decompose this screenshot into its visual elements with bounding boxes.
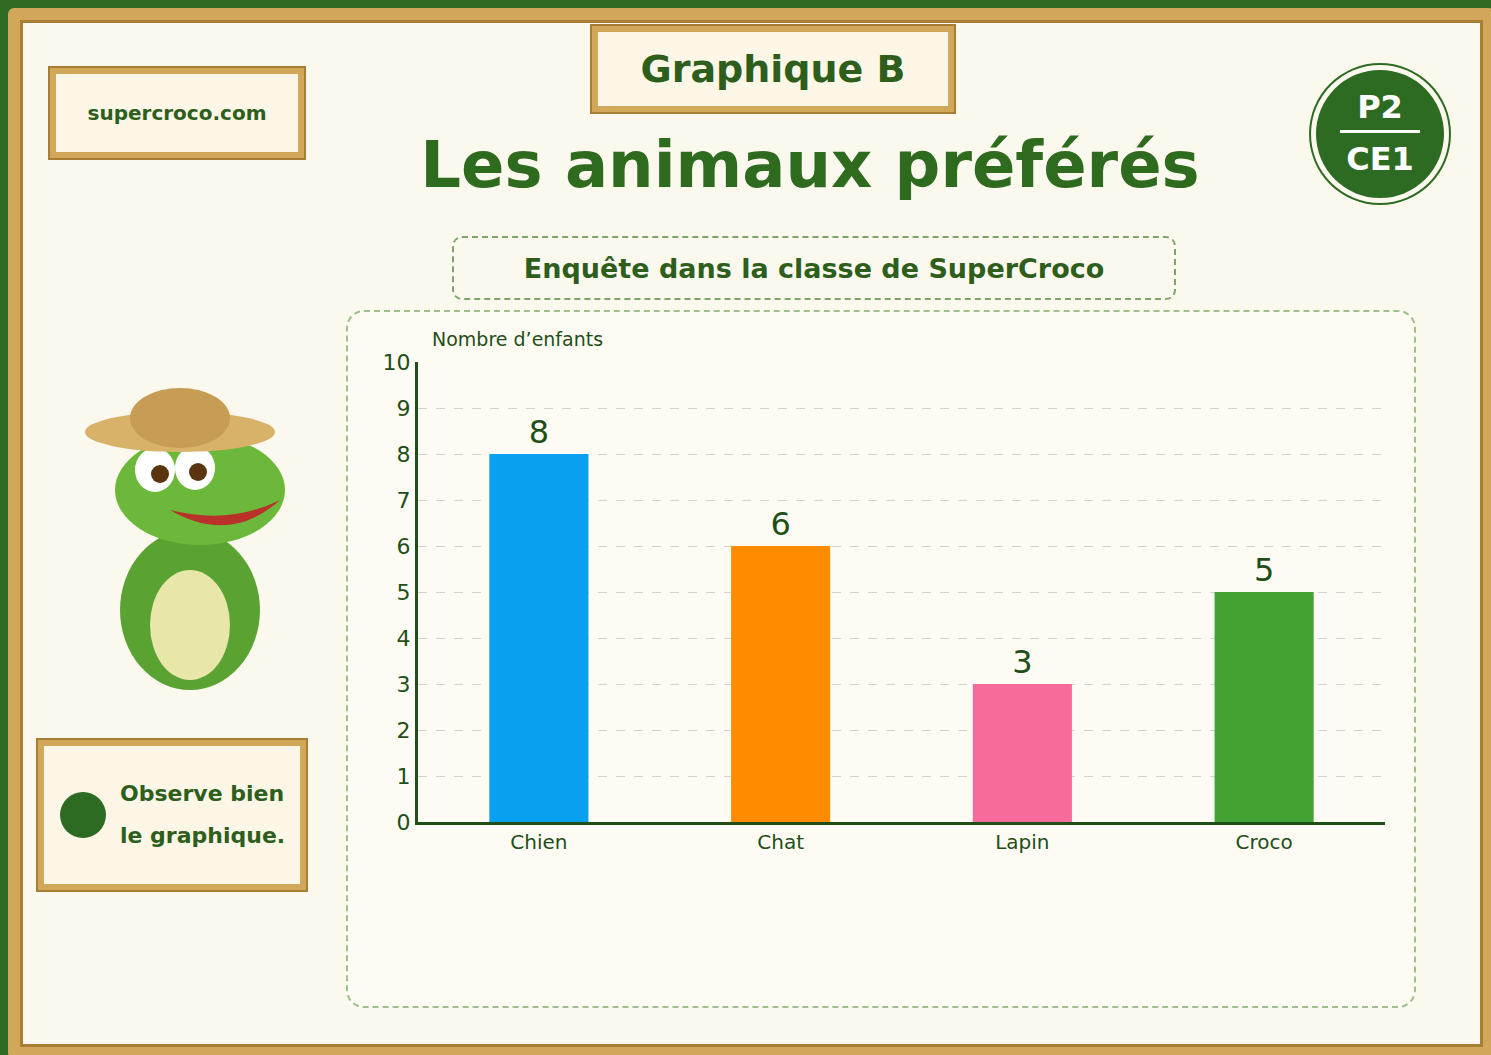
svg-text:1: 1 bbox=[397, 764, 411, 789]
svg-text:3: 3 bbox=[1012, 643, 1032, 681]
html-text:Enquête dans la classe de Supe: Enquête dans la classe de SuperCroco bbox=[523, 252, 1105, 284]
svg-text:2: 2 bbox=[397, 718, 411, 743]
svg-text:5: 5 bbox=[397, 580, 411, 605]
svg-text:Nombre d’enfants: Nombre d’enfants bbox=[432, 328, 603, 350]
html-text:CE1: CE1 bbox=[1346, 140, 1414, 178]
svg-text:Chien: Chien bbox=[510, 830, 567, 854]
svg-text:Lapin: Lapin bbox=[995, 830, 1049, 854]
svg-text:8: 8 bbox=[529, 413, 549, 451]
svg-text:4: 4 bbox=[397, 626, 411, 651]
svg-text:6: 6 bbox=[397, 534, 411, 559]
html-text:Graphique B: Graphique B bbox=[640, 47, 906, 91]
html-text:P2: P2 bbox=[1357, 88, 1403, 126]
svg-text:0: 0 bbox=[397, 810, 411, 835]
svg-text:7: 7 bbox=[397, 488, 411, 513]
html-text:Observe bien le graphique.: Observe bien le graphique. bbox=[120, 781, 286, 848]
svg-text:Croco: Croco bbox=[1236, 830, 1293, 854]
svg-text:6: 6 bbox=[770, 505, 790, 543]
svg-text:Chat: Chat bbox=[757, 830, 804, 854]
html-text:Les animaux préférés: Les animaux préférés bbox=[420, 128, 1200, 202]
svg-text:10: 10 bbox=[383, 350, 411, 375]
svg-text:9: 9 bbox=[397, 396, 411, 421]
svg-text:8: 8 bbox=[397, 442, 411, 467]
svg-text:3: 3 bbox=[397, 672, 411, 697]
svg-text:5: 5 bbox=[1254, 551, 1274, 589]
html-text:supercroco.com: supercroco.com bbox=[87, 101, 267, 125]
